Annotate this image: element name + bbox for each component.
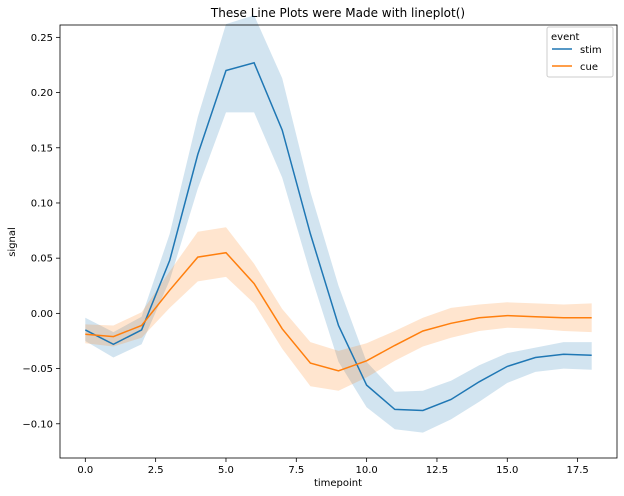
legend-label-cue: cue	[580, 62, 598, 73]
y-axis: −0.10 −0.05 0.00 0.05 0.10 0.15 0.20 0.25	[22, 33, 60, 430]
legend-label-stim: stim	[580, 45, 602, 56]
y-tick-label: 0.00	[31, 309, 53, 320]
x-tick-label: 0.0	[77, 465, 93, 476]
x-tick-label: 15.0	[496, 465, 518, 476]
y-tick-label: 0.10	[31, 198, 53, 209]
x-tick-label: 7.5	[288, 465, 304, 476]
x-axis: 0.0 2.5 5.0 7.5 10.0 12.5 15.0 17.5	[77, 458, 589, 476]
legend: event stim cue	[546, 26, 614, 78]
y-tick-label: −0.05	[22, 364, 53, 375]
y-tick-label: 0.25	[31, 33, 53, 44]
x-tick-label: 2.5	[148, 465, 164, 476]
y-tick-label: −0.10	[22, 419, 53, 430]
x-tick-label: 12.5	[426, 465, 448, 476]
legend-title: event	[551, 32, 580, 43]
series-lines	[84, 61, 592, 412]
ci-band-stim	[85, 15, 592, 433]
legend-box	[546, 26, 614, 78]
y-tick-label: 0.15	[31, 143, 53, 154]
confidence-bands	[85, 15, 592, 433]
x-axis-title: timepoint	[314, 478, 362, 489]
chart-title: These Line Plots were Made with lineplot…	[210, 6, 465, 20]
y-tick-label: 0.05	[31, 254, 53, 265]
axes-frame	[59, 24, 618, 459]
y-axis-title: signal	[7, 227, 18, 257]
x-tick-label: 10.0	[355, 465, 377, 476]
plot-area	[84, 15, 592, 433]
series-line-stim	[84, 61, 592, 412]
series-line-cue	[85, 251, 592, 372]
x-tick-label: 17.5	[566, 465, 588, 476]
x-tick-label: 5.0	[218, 465, 234, 476]
ci-band-cue	[85, 227, 592, 391]
y-tick-label: 0.20	[31, 88, 53, 99]
